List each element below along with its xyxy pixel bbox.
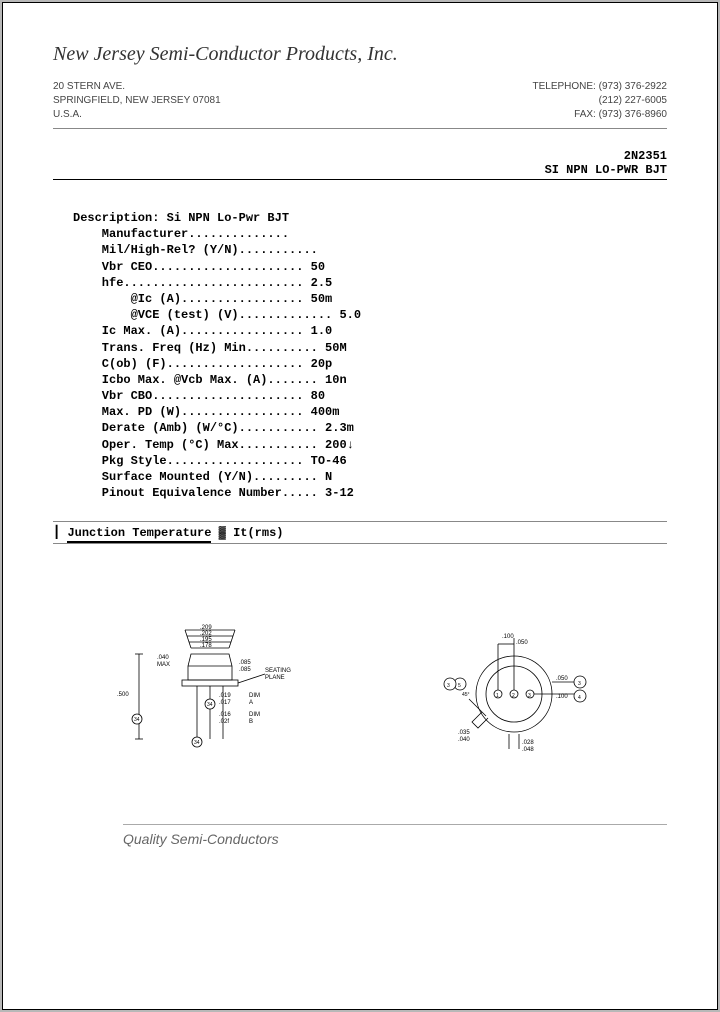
dim-text: PLANE: [265, 675, 285, 681]
package-side-view: .209 .202 .195 .178 .040 MAX .085 .085 S…: [107, 624, 307, 764]
pin-label: 3: [528, 693, 531, 699]
dim-text: .100: [556, 694, 568, 700]
letterhead: 20 STERN AVE. SPRINGFIELD, NEW JERSEY 07…: [53, 80, 667, 129]
pin-label: 1: [496, 693, 499, 699]
dim-text: A: [249, 700, 253, 706]
dim-text: .050: [556, 676, 568, 682]
dim-text: .040: [458, 737, 470, 743]
datasheet-page: New Jersey Semi-Conductor Products, Inc.…: [2, 2, 718, 1010]
dim-text: .500: [117, 692, 129, 698]
fax-line: FAX: (973) 376-8960: [532, 108, 667, 122]
note-ref: 3: [447, 683, 450, 689]
dim-text: .035: [458, 730, 470, 736]
address-block: 20 STERN AVE. SPRINGFIELD, NEW JERSEY 07…: [53, 80, 221, 122]
spec-lines: Manufacturer.............. Mil/High-Rel?…: [73, 227, 361, 500]
package-diagrams: .209 .202 .195 .178 .040 MAX .085 .085 S…: [53, 624, 667, 764]
address-line: SPRINGFIELD, NEW JERSEY 07081: [53, 94, 221, 108]
dim-text: .040: [157, 655, 169, 661]
part-type: SI NPN LO-PWR BJT: [545, 163, 667, 177]
dim-text: .050: [516, 640, 528, 646]
angle-label: 45°: [462, 692, 470, 698]
dim-text: DIM: [249, 693, 260, 699]
package-bottom-view: .100 .050 .050 .100 .035 .040 .028 .048 …: [414, 624, 614, 764]
dim-text: .085: [239, 660, 251, 666]
pin-ref: 34: [194, 740, 200, 746]
dim-text: .016: [219, 712, 231, 718]
it-rms-label: It(rms): [233, 526, 283, 540]
section-bar: ┃ Junction Temperature ▓ It(rms): [53, 521, 667, 544]
dim-text: DIM: [249, 712, 260, 718]
contact-block: TELEPHONE: (973) 376-2922 (212) 227-6005…: [532, 80, 667, 122]
phone-line: TELEPHONE: (973) 376-2922: [532, 80, 667, 94]
part-header: 2N2351 SI NPN LO-PWR BJT: [53, 149, 667, 180]
dim-text: B: [249, 719, 253, 725]
description-title: Description: Si NPN Lo-Pwr BJT: [73, 211, 289, 225]
note-ref: 3: [578, 681, 581, 687]
dim-text: .017: [219, 700, 231, 706]
dim-text: .100: [502, 634, 514, 640]
company-name: New Jersey Semi-Conductor Products, Inc.: [53, 43, 667, 66]
dim-text: .019: [219, 693, 231, 699]
dim-text: SEATING: [265, 668, 291, 674]
pin-label: 2: [512, 693, 515, 699]
note-ref: 4: [578, 695, 581, 701]
dim-text: MAX: [157, 662, 170, 668]
part-number: 2N2351: [624, 149, 667, 163]
description-block: Description: Si NPN Lo-Pwr BJT Manufactu…: [73, 210, 667, 501]
pin-ref: 34: [134, 717, 140, 723]
dim-text: .028: [522, 740, 534, 746]
dim-text: .02f: [219, 719, 229, 725]
pin-ref: 34: [207, 702, 213, 708]
address-line: 20 STERN AVE.: [53, 80, 221, 94]
dim-text: .178: [200, 643, 212, 649]
phone-line: (212) 227-6005: [532, 94, 667, 108]
dim-text: .048: [522, 747, 534, 753]
junction-temp-label: Junction Temperature: [67, 526, 211, 543]
footer-tagline: Quality Semi-Conductors: [123, 824, 667, 847]
address-line: U.S.A.: [53, 108, 221, 122]
note-ref: 5: [458, 683, 461, 689]
dim-text: .085: [239, 667, 251, 673]
